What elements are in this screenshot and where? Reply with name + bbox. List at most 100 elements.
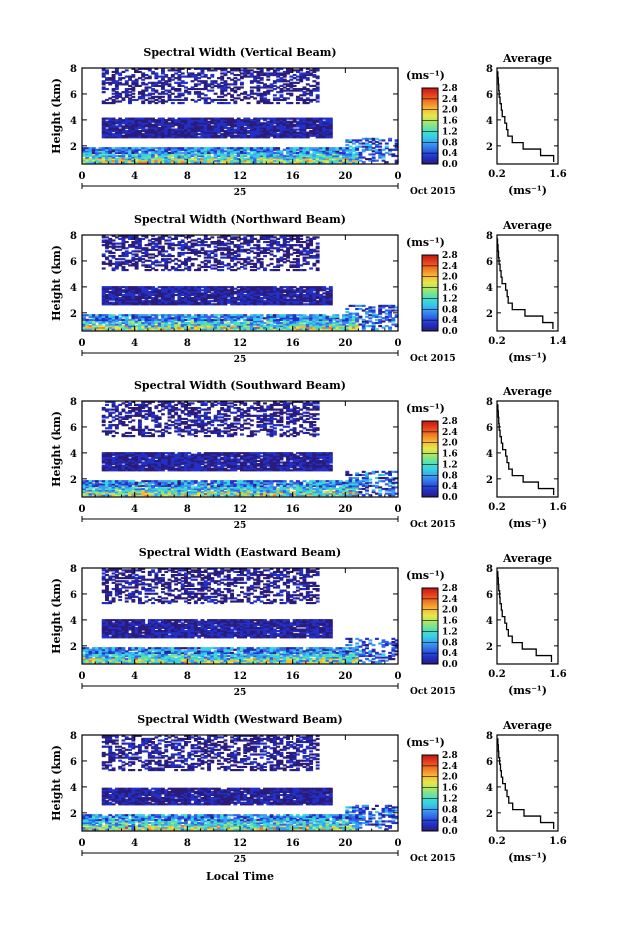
heatmap-cell [174, 123, 179, 126]
heatmap-cell [319, 151, 323, 154]
heatmap-cell [161, 148, 165, 151]
heatmap-cell [101, 123, 106, 126]
heatmap-cell [315, 150, 320, 153]
heatmap-cell [161, 134, 165, 137]
heatmap-cell [91, 159, 96, 162]
heatmap-cell [272, 72, 277, 75]
heatmap-cell [216, 130, 221, 133]
heatmap-cell [101, 125, 106, 128]
heatmap-cell [114, 286, 119, 289]
heatmap-cell [279, 117, 284, 120]
heatmap-cell [233, 148, 238, 151]
heatmap-cell [88, 150, 93, 153]
heatmap-cell [263, 153, 267, 156]
heatmap-cell [105, 131, 109, 134]
heatmap-cell [299, 67, 304, 70]
heatmap-cell [137, 156, 142, 159]
heatmap-cell [161, 75, 165, 78]
heatmap-cell [243, 95, 248, 98]
heatmap-cell [266, 89, 271, 92]
heatmap-cell [348, 159, 353, 162]
heatmap-cell [134, 286, 139, 289]
heatmap-cell [144, 265, 149, 269]
heatmap-cell [243, 136, 248, 139]
heatmap-cell [124, 69, 129, 72]
heatmap-cell [167, 159, 172, 162]
heatmap-cell [105, 77, 109, 80]
heatmap-cell [246, 70, 251, 74]
heatmap-cell [174, 161, 179, 164]
heatmap-cell [95, 148, 100, 151]
heatmap-cell [259, 67, 264, 70]
heatmap-cell [108, 133, 113, 136]
heatmap-cell [230, 78, 235, 81]
heatmap-cell [200, 117, 205, 120]
heatmap-cell [151, 147, 156, 150]
heatmap-cell [170, 148, 175, 151]
heatmap-cell [266, 153, 271, 156]
heatmap-cell [230, 153, 235, 156]
heatmap-cell [118, 292, 123, 295]
heatmap-cell [82, 153, 86, 156]
heatmap-cell [105, 314, 109, 317]
x-tick-label: 12 [233, 171, 247, 182]
heatmap-cell [348, 154, 353, 158]
heatmap-cell [259, 92, 264, 95]
heatmap-cell [101, 119, 106, 122]
heatmap-cell [338, 151, 343, 154]
heatmap-cell [210, 130, 215, 133]
heatmap-cell [309, 69, 314, 72]
heatmap-cell [200, 130, 205, 133]
heatmap-cell [141, 300, 146, 303]
heatmap-cell [128, 133, 132, 136]
heatmap-cell [282, 136, 287, 139]
heatmap-cell [141, 126, 146, 130]
heatmap-cell [85, 159, 90, 162]
heatmap-cell [197, 123, 202, 126]
heatmap-cell [157, 153, 162, 156]
heatmap-cell [180, 126, 185, 130]
heatmap-cell [114, 242, 119, 245]
heatmap-cell [141, 91, 146, 94]
heatmap-cell [302, 158, 307, 161]
heatmap-cell [246, 120, 251, 123]
heatmap-cell [193, 153, 198, 156]
heatmap-cell [128, 234, 132, 237]
heatmap-cell [111, 326, 116, 329]
heatmap-cell [305, 125, 310, 128]
heatmap-cell [299, 119, 304, 122]
heatmap-cell [312, 117, 317, 120]
heatmap-cell [266, 126, 271, 130]
heatmap-cell [299, 77, 304, 80]
heatmap-cell [137, 328, 142, 331]
heatmap-cell [213, 81, 218, 84]
heatmap-cell [226, 147, 231, 150]
heatmap-cell [259, 117, 264, 120]
heatmap-cell [302, 117, 307, 120]
heatmap-cell [223, 133, 228, 136]
heatmap-cell [161, 156, 165, 159]
heatmap-cell [236, 123, 241, 126]
heatmap-cell [137, 95, 142, 98]
heatmap-cell [108, 120, 113, 123]
heatmap-cell [141, 251, 146, 255]
heatmap-cell [108, 325, 113, 328]
heatmap-cell [236, 69, 241, 72]
heatmap-cell [276, 125, 281, 128]
heatmap-cell [315, 117, 320, 120]
heatmap-cell [137, 314, 142, 317]
heatmap-cell [292, 119, 297, 122]
x-tick-label: 4 [131, 338, 138, 349]
heatmap-cell [118, 234, 123, 237]
heatmap-cell [325, 131, 330, 134]
heatmap-cell [88, 153, 93, 156]
heatmap-cell [203, 81, 208, 84]
heatmap-cell [279, 84, 284, 88]
heatmap-cell [124, 94, 129, 97]
heatmap-cell [121, 161, 126, 164]
heatmap-cell [141, 248, 146, 251]
heatmap-cell [85, 147, 90, 150]
heatmap-cell [292, 136, 297, 139]
heatmap-cell [124, 318, 129, 321]
heatmap-cell [286, 161, 290, 164]
